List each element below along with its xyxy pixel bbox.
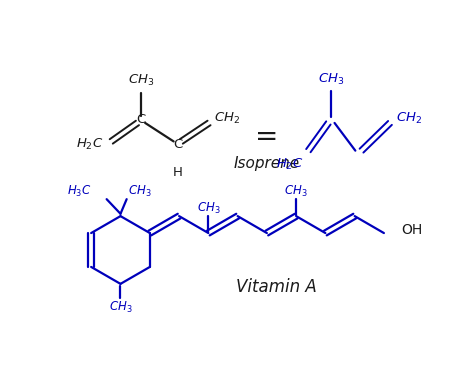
Text: $CH_2$: $CH_2$ [214, 111, 241, 126]
Text: Vitamin A: Vitamin A [236, 278, 317, 296]
Text: C: C [137, 113, 146, 127]
Text: OH: OH [401, 223, 422, 237]
Text: $CH_3$: $CH_3$ [319, 72, 345, 87]
Text: $CH_3$: $CH_3$ [109, 299, 132, 314]
Text: Isoprene: Isoprene [234, 156, 300, 171]
Text: $CH_3$: $CH_3$ [284, 184, 308, 199]
Text: $H_2C$: $H_2C$ [275, 157, 303, 172]
Text: $CH_3$: $CH_3$ [128, 184, 152, 199]
Text: H: H [173, 166, 182, 179]
Text: $CH_3$: $CH_3$ [128, 73, 155, 88]
Text: $CH_3$: $CH_3$ [197, 201, 220, 216]
Text: $H_3C$: $H_3C$ [67, 184, 91, 199]
Text: $CH_2$: $CH_2$ [396, 111, 422, 126]
Text: C: C [173, 138, 182, 151]
Text: =: = [255, 123, 279, 151]
Text: $H_2C$: $H_2C$ [76, 137, 103, 152]
